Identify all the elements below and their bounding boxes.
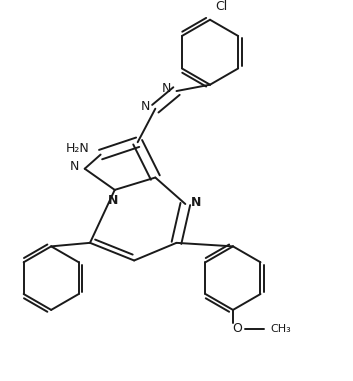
Text: O: O bbox=[232, 322, 242, 335]
Text: CH₃: CH₃ bbox=[270, 323, 291, 334]
Text: N: N bbox=[162, 82, 171, 95]
Text: H₂N: H₂N bbox=[66, 142, 90, 155]
Text: N: N bbox=[141, 101, 150, 114]
Text: N: N bbox=[108, 194, 118, 207]
Text: Cl: Cl bbox=[215, 0, 228, 13]
Text: N: N bbox=[70, 160, 79, 173]
Text: N: N bbox=[191, 197, 201, 210]
